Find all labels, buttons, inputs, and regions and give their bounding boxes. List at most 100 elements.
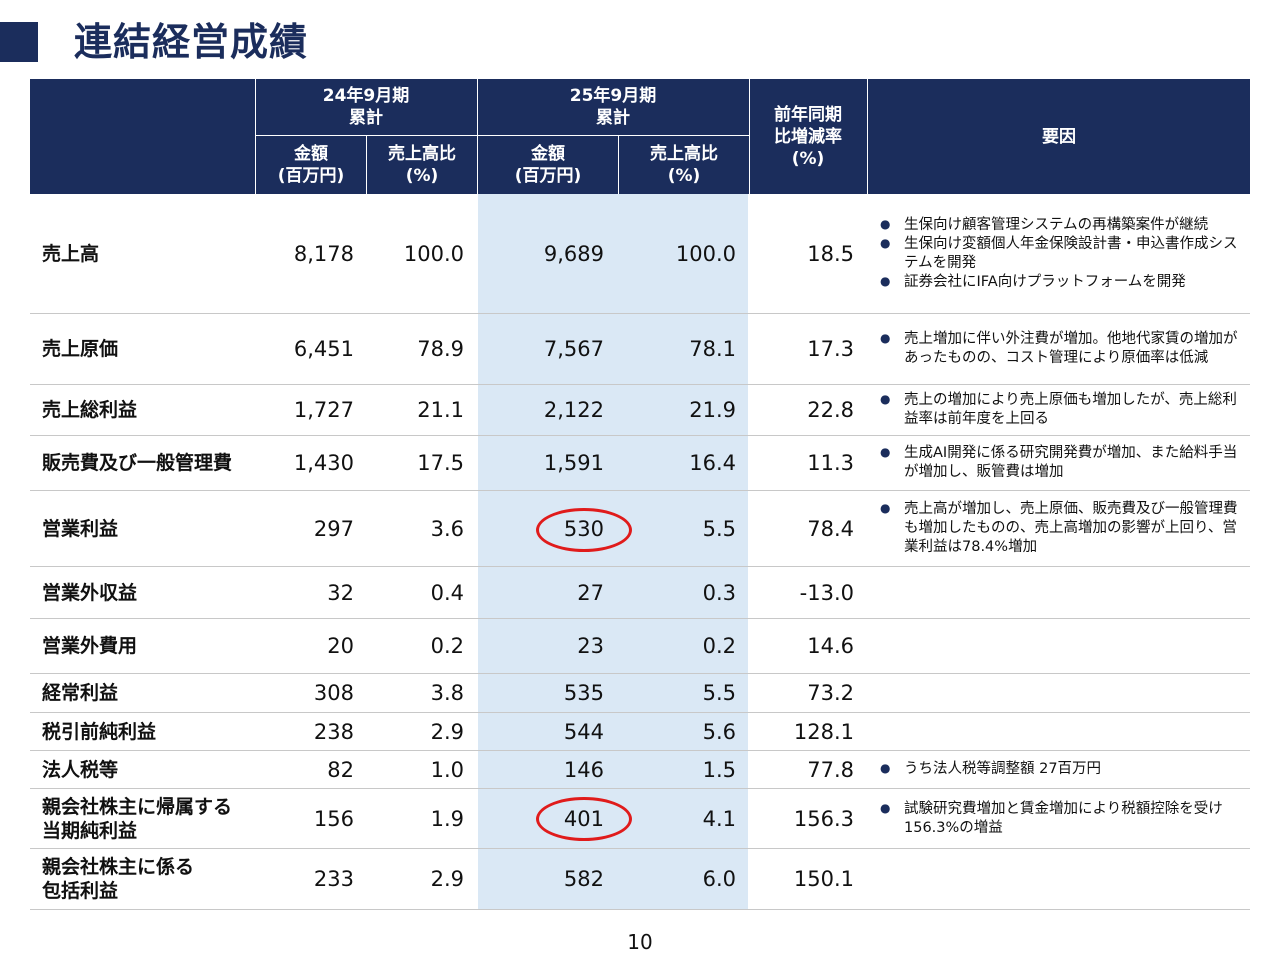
row-label: 税引前純利益 (42, 720, 157, 743)
factor-notes: 生保向け顧客管理システムの再構築案件が継続生保向け変額個人年金保険設計書・申込書… (878, 194, 1250, 313)
prev-amount: 233 (313, 867, 354, 891)
factor-note: 証券会社にIFA向けプラットフォームを開発 (878, 272, 1186, 292)
prev-amount: 82 (327, 757, 354, 782)
curr-amount: 535 (563, 681, 604, 705)
header-divider (255, 135, 749, 136)
header-prev-ratio-text: 売上高比 (%) (388, 144, 456, 186)
title-accent-square (0, 22, 38, 62)
prev-ratio: 0.2 (430, 634, 464, 658)
row-label: 親会社株主に係る 包括利益 (42, 856, 195, 902)
yoy-change: 128.1 (793, 719, 854, 744)
factor-note: 生保向け変額個人年金保険設計書・申込書作成システムを開発 (878, 234, 1250, 273)
curr-amount: 9,689 (543, 241, 604, 266)
curr-ratio: 4.1 (702, 806, 736, 831)
yoy-change: 156.3 (793, 806, 854, 831)
prev-ratio: 17.5 (417, 451, 464, 475)
operating-income-circle (536, 508, 632, 552)
prev-amount: 1,430 (293, 451, 354, 475)
prev-ratio: 2.9 (430, 867, 464, 891)
prev-ratio: 3.6 (430, 516, 464, 541)
prev-ratio: 78.9 (417, 337, 464, 361)
factor-note: 試験研究費増加と賃金増加により税額控除を受け156.3%の増益 (878, 799, 1250, 838)
curr-amount: 7,567 (543, 337, 604, 361)
row-label: 営業外収益 (42, 581, 138, 604)
table-row: 親会社株主に帰属する 当期純利益1561.94014.1156.3試験研究費増加… (30, 789, 1250, 849)
prev-amount: 238 (313, 719, 354, 744)
row-label: 売上原価 (42, 338, 119, 360)
table-row: 税引前純利益 238 2.9 544 5.6 128.1 (30, 713, 1250, 751)
yoy-change: 17.3 (807, 337, 854, 361)
prev-ratio: 2.9 (430, 719, 464, 744)
curr-ratio: 0.2 (702, 634, 736, 658)
prev-amount: 20 (327, 634, 354, 658)
yoy-change: 78.4 (807, 516, 854, 541)
header-period-curr: 25年9月期 累計 (478, 79, 748, 135)
prev-amount: 308 (313, 681, 354, 705)
factor-notes (878, 619, 1250, 673)
curr-ratio: 16.4 (689, 451, 736, 475)
prev-ratio: 1.0 (430, 757, 464, 782)
header-yoy: 前年同期 比増減率 (%) (750, 79, 866, 194)
table-row: 営業外収益 32 0.4 27 0.3 -13.0 (30, 567, 1250, 619)
table-row: 法人税等 82 1.0 146 1.5 77.8 うち法人税等調整額 27百万円 (30, 751, 1250, 789)
row-label: 親会社株主に帰属する 当期純利益 (42, 795, 233, 842)
header-divider (366, 136, 367, 194)
table-row: 売上高 8,178 100.0 9,689 100.0 18.5 生保向け顧客管理システムの… (30, 194, 1250, 314)
header-period-prev: 24年9月期 累計 (256, 79, 476, 135)
header-curr-ratio-text: 売上高比 (%) (650, 144, 718, 186)
factor-notes: うち法人税等調整額 27百万円 (878, 751, 1250, 788)
yoy-change: 22.8 (807, 398, 854, 422)
prev-ratio: 3.8 (430, 681, 464, 705)
yoy-change: 11.3 (807, 451, 854, 475)
header-prev-ratio: 売上高比 (%) (367, 136, 477, 194)
factor-notes: 売上高が増加し、売上原価、販売費及び一般管理費も増加したものの、売上高増加の影響… (878, 491, 1250, 566)
factor-notes: 売上増加に伴い外注費が増加。他地代家賃の増加があったものの、コスト管理により原価… (878, 314, 1250, 384)
header-period-curr-text: 25年9月期 累計 (569, 86, 657, 128)
header-curr-ratio: 売上高比 (%) (619, 136, 749, 194)
factor-notes (878, 674, 1250, 712)
table-row: 営業外費用 20 0.2 23 0.2 14.6 (30, 619, 1250, 674)
curr-ratio: 21.9 (689, 398, 736, 422)
yoy-change: 18.5 (807, 241, 854, 266)
row-label: 売上高 (42, 242, 100, 265)
curr-ratio: 0.3 (702, 580, 736, 605)
factor-notes: 試験研究費増加と賃金増加により税額控除を受け156.3%の増益 (878, 789, 1250, 848)
header-divider (867, 79, 868, 194)
prev-amount: 1,727 (293, 398, 354, 422)
row-label: 売上総利益 (42, 399, 138, 421)
header-divider (618, 136, 619, 194)
prev-ratio: 0.4 (430, 580, 464, 605)
curr-amount: 1,591 (543, 451, 604, 475)
header-divider (255, 79, 256, 194)
table-row: 経常利益 308 3.8 535 5.5 73.2 (30, 674, 1250, 713)
factor-notes (878, 567, 1250, 618)
curr-ratio: 5.6 (702, 719, 736, 744)
curr-ratio: 6.0 (702, 867, 736, 891)
prev-amount: 32 (327, 580, 354, 605)
curr-ratio: 5.5 (702, 516, 736, 541)
header-factors: 要因 (868, 79, 1250, 194)
page-title: 連結経営成績 (74, 20, 309, 64)
prev-ratio: 21.1 (417, 398, 464, 422)
factor-notes (878, 849, 1250, 909)
header-prev-amount-text: 金額 (百万円) (277, 144, 345, 186)
curr-ratio: 5.5 (702, 681, 736, 705)
yoy-change: 77.8 (807, 757, 854, 782)
factor-notes: 売上の増加により売上原価も増加したが、売上総利益率は前年度を上回る (878, 385, 1250, 435)
factor-note: うち法人税等調整額 27百万円 (878, 759, 1101, 779)
prev-amount: 297 (313, 516, 354, 541)
header-divider (477, 79, 478, 194)
table-row: 営業利益2973.65305.578.4売上高が増加し、売上原価、販売費及び一般… (30, 491, 1250, 567)
header-curr-amount: 金額 (百万円) (478, 136, 618, 194)
factor-notes: 生成AI開発に係る研究開発費が増加、また給料手当が増加し、販管費は増加 (878, 436, 1250, 490)
curr-amount: 544 (563, 719, 604, 744)
net-income-circle (536, 797, 632, 841)
curr-ratio: 78.1 (689, 337, 736, 361)
row-label: 経常利益 (42, 682, 119, 704)
factor-note: 生成AI開発に係る研究開発費が増加、また給料手当が増加し、販管費は増加 (878, 443, 1250, 482)
prev-ratio: 1.9 (430, 806, 464, 831)
yoy-change: 14.6 (807, 634, 854, 658)
table-row: 売上原価 6,451 78.9 7,567 78.1 17.3 売上増加に伴い外注費が増加。… (30, 314, 1250, 385)
table-header: 24年9月期 累計 25年9月期 累計 金額 (百万円) 売上高比 (%) 金額… (30, 79, 1250, 194)
yoy-change: 73.2 (807, 681, 854, 705)
